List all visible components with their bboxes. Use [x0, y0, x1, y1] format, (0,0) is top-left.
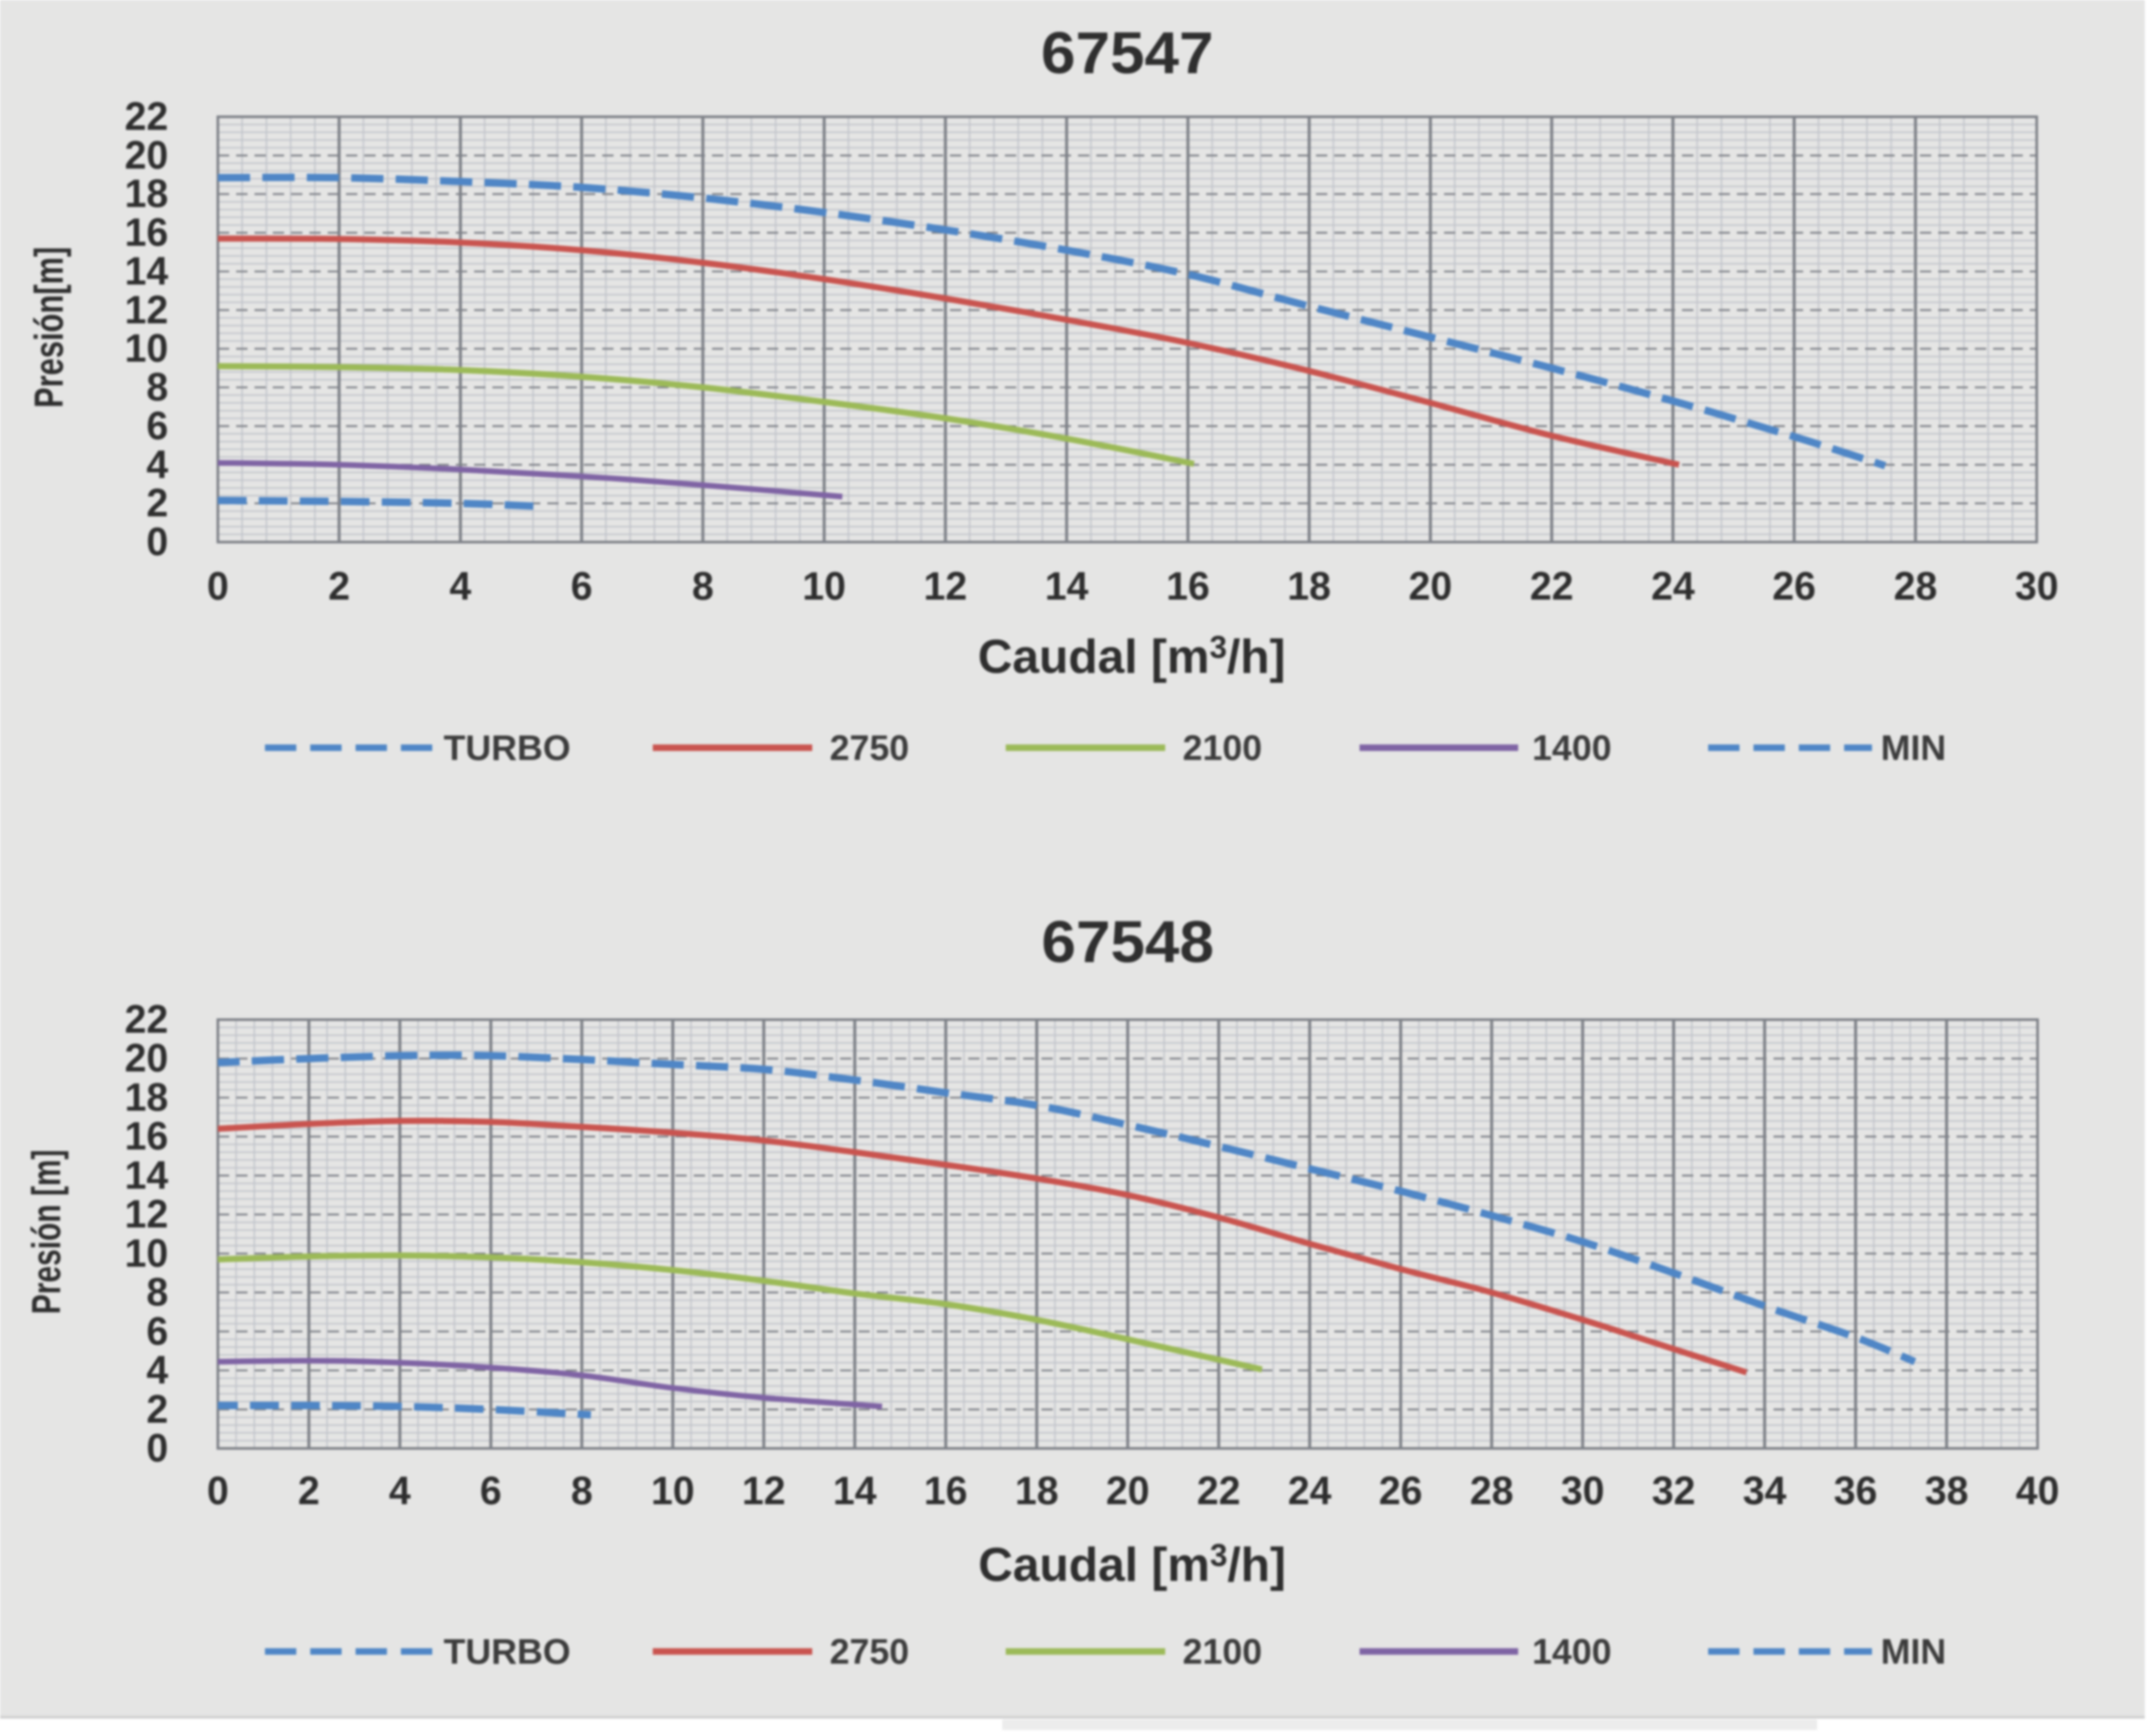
svg-text:26: 26 — [1379, 1468, 1422, 1513]
svg-text:38: 38 — [1925, 1468, 1969, 1513]
svg-text:14: 14 — [1045, 564, 1089, 608]
svg-text:10: 10 — [125, 1231, 168, 1275]
svg-text:8: 8 — [692, 564, 714, 608]
svg-text:18: 18 — [125, 172, 168, 216]
svg-text:30: 30 — [1561, 1468, 1604, 1513]
svg-text:1400: 1400 — [1532, 1631, 1611, 1672]
svg-text:40: 40 — [2016, 1468, 2059, 1513]
svg-text:67547: 67547 — [1041, 20, 1214, 86]
svg-text:6: 6 — [146, 403, 168, 448]
svg-text:8: 8 — [146, 1270, 168, 1314]
svg-text:4: 4 — [146, 442, 168, 486]
svg-text:22: 22 — [125, 94, 168, 139]
svg-text:16: 16 — [125, 210, 168, 254]
svg-text:16: 16 — [125, 1114, 168, 1158]
svg-text:6: 6 — [146, 1309, 168, 1353]
svg-text:2100: 2100 — [1183, 1631, 1262, 1672]
svg-text:22: 22 — [125, 997, 168, 1041]
svg-text:12: 12 — [125, 288, 168, 332]
svg-text:12: 12 — [742, 1468, 785, 1513]
svg-text:20: 20 — [125, 1036, 168, 1081]
svg-text:Presión[m]: Presión[m] — [26, 247, 71, 408]
svg-text:22: 22 — [1529, 564, 1573, 608]
svg-text:14: 14 — [125, 1153, 168, 1197]
svg-text:4: 4 — [389, 1468, 410, 1513]
svg-text:20: 20 — [1106, 1468, 1150, 1513]
svg-text:0: 0 — [146, 519, 168, 564]
svg-text:MIN: MIN — [1881, 1631, 1946, 1672]
svg-text:16: 16 — [1166, 564, 1210, 608]
svg-text:2: 2 — [298, 1468, 320, 1513]
svg-text:28: 28 — [1894, 564, 1937, 608]
svg-text:67548: 67548 — [1041, 909, 1214, 975]
svg-text:4: 4 — [450, 564, 471, 608]
svg-text:4: 4 — [146, 1348, 168, 1393]
svg-text:Presión [m]: Presión [m] — [24, 1149, 69, 1314]
svg-text:2: 2 — [146, 481, 168, 526]
svg-text:32: 32 — [1651, 1468, 1695, 1513]
svg-text:Caudal [m3/h]: Caudal [m3/h] — [978, 629, 1285, 683]
svg-text:18: 18 — [125, 1075, 168, 1120]
svg-text:1400: 1400 — [1532, 728, 1611, 768]
svg-text:36: 36 — [1834, 1468, 1877, 1513]
svg-text:14: 14 — [125, 249, 168, 294]
svg-text:10: 10 — [125, 326, 168, 370]
svg-text:14: 14 — [833, 1468, 877, 1513]
svg-text:0: 0 — [207, 1468, 228, 1513]
svg-text:18: 18 — [1287, 564, 1331, 608]
svg-text:TURBO: TURBO — [444, 1631, 571, 1672]
svg-text:MIN: MIN — [1881, 728, 1946, 768]
svg-text:10: 10 — [651, 1468, 695, 1513]
svg-text:0: 0 — [146, 1426, 168, 1470]
svg-text:20: 20 — [1408, 564, 1452, 608]
svg-text:24: 24 — [1651, 564, 1695, 608]
svg-text:12: 12 — [924, 564, 967, 608]
svg-text:18: 18 — [1015, 1468, 1059, 1513]
svg-text:2750: 2750 — [830, 1631, 909, 1672]
svg-text:8: 8 — [146, 365, 168, 410]
svg-text:2: 2 — [329, 564, 350, 608]
svg-text:TURBO: TURBO — [444, 728, 571, 768]
svg-text:34: 34 — [1743, 1468, 1787, 1513]
svg-text:2100: 2100 — [1183, 728, 1262, 768]
svg-text:10: 10 — [803, 564, 846, 608]
svg-text:2750: 2750 — [830, 728, 909, 768]
svg-text:12: 12 — [125, 1192, 168, 1237]
svg-text:22: 22 — [1197, 1468, 1240, 1513]
svg-text:6: 6 — [480, 1468, 502, 1513]
svg-text:2: 2 — [146, 1387, 168, 1431]
svg-text:26: 26 — [1773, 564, 1816, 608]
svg-text:0: 0 — [207, 564, 228, 608]
svg-text:16: 16 — [924, 1468, 967, 1513]
svg-text:Caudal [m3/h]: Caudal [m3/h] — [978, 1537, 1285, 1591]
svg-text:30: 30 — [2015, 564, 2058, 608]
svg-text:6: 6 — [571, 564, 593, 608]
svg-text:24: 24 — [1288, 1468, 1332, 1513]
svg-text:28: 28 — [1470, 1468, 1514, 1513]
svg-text:20: 20 — [125, 132, 168, 177]
svg-text:8: 8 — [571, 1468, 593, 1513]
